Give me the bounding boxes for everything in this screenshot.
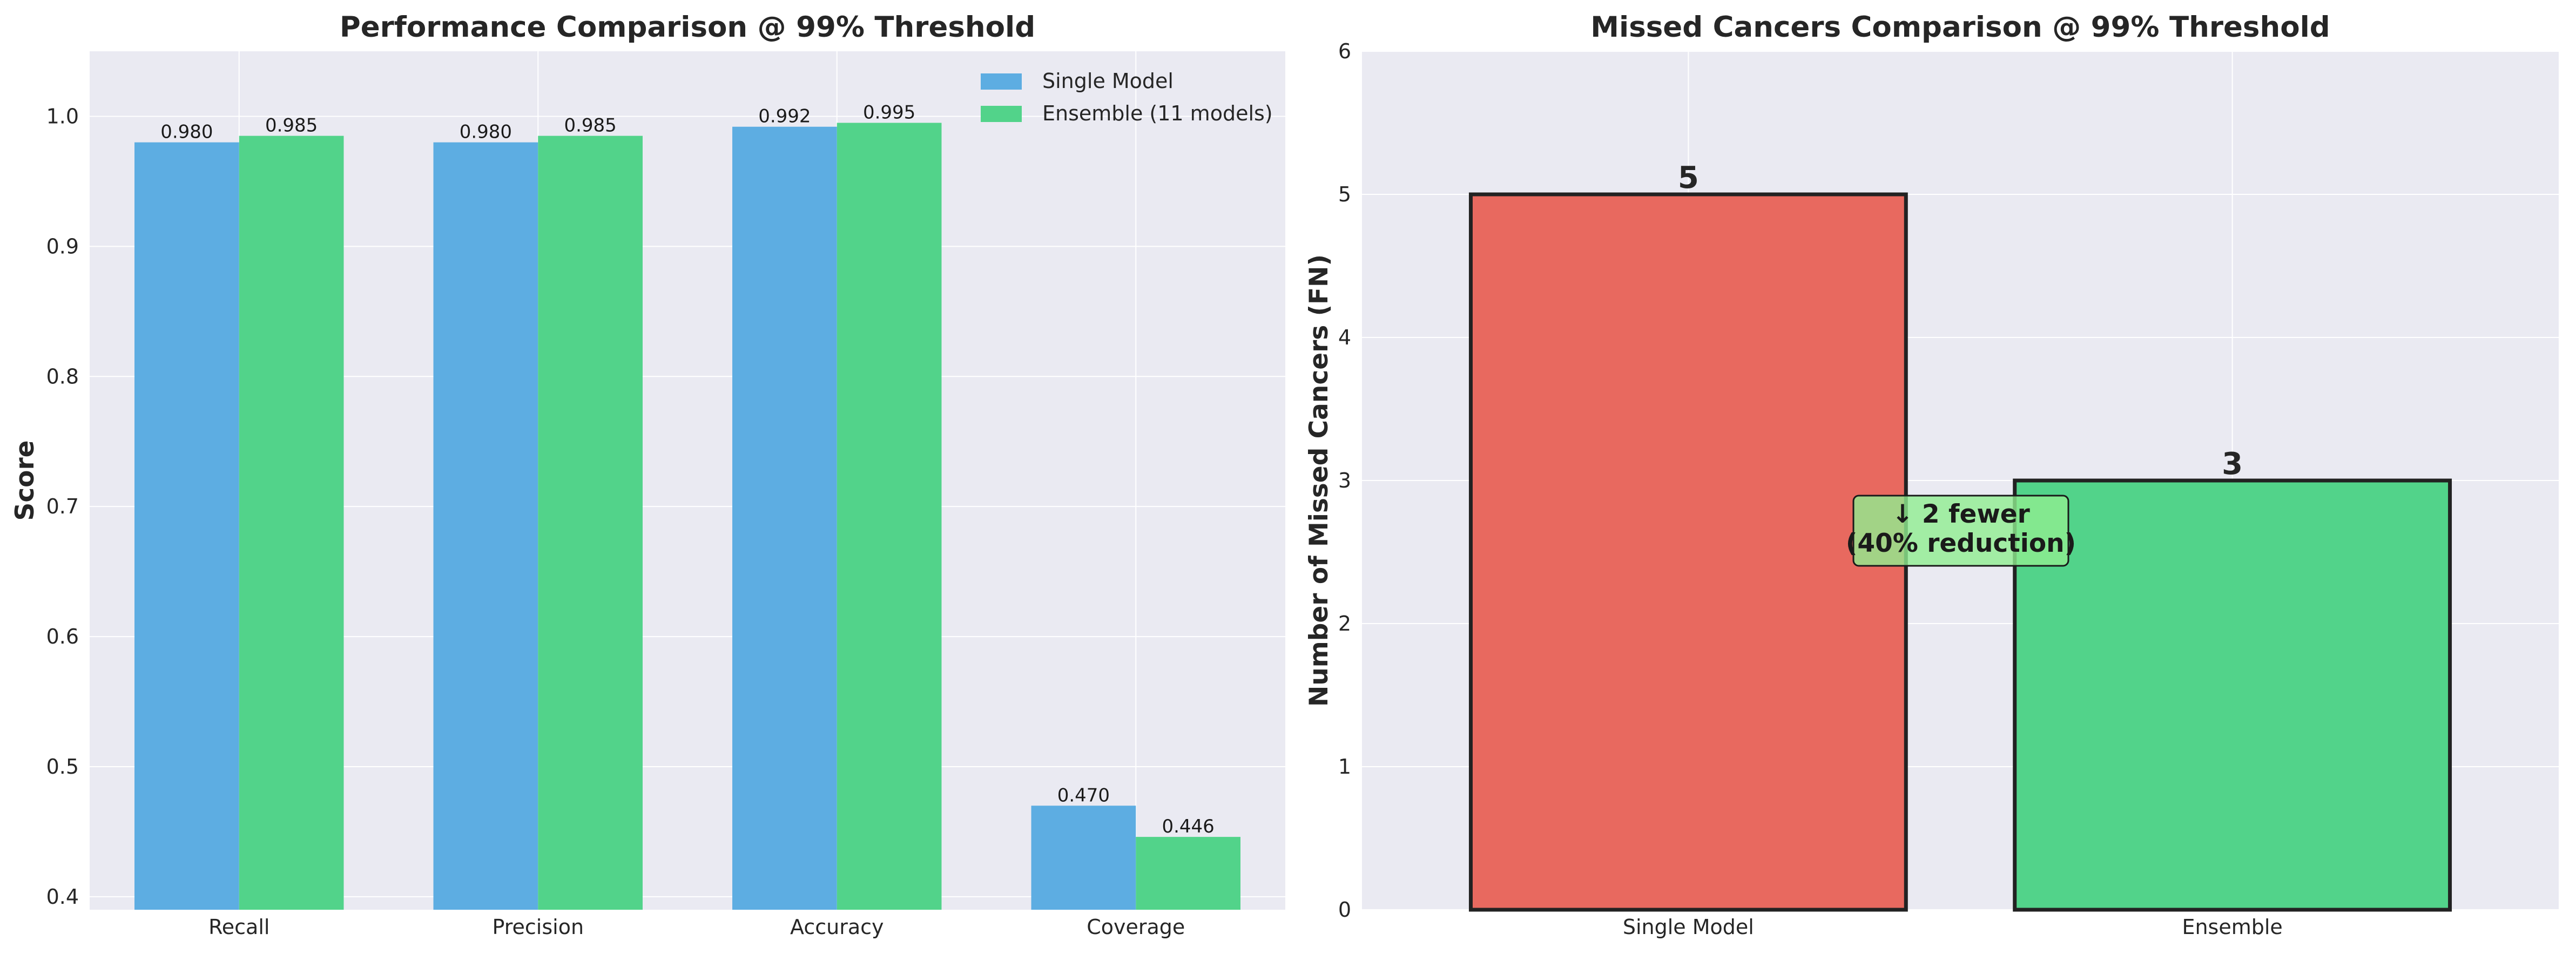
- legend-swatch-ensemble: [981, 106, 1022, 122]
- left-bar-single: [433, 142, 538, 910]
- left-chart-title: Performance Comparison @ 99% Threshold: [340, 11, 1035, 44]
- left-bar-value-label: 0.980: [460, 121, 512, 143]
- left-bar-value-label: 0.980: [160, 121, 213, 143]
- right-y-tick-label: 1: [1338, 755, 1351, 779]
- left-bar-value-label: 0.985: [265, 115, 318, 137]
- left-x-ticks: Recall Precision Accuracy Coverage: [208, 915, 1185, 939]
- left-y-tick-label: 1.0: [46, 104, 79, 128]
- legend-label-ensemble: Ensemble (11 models): [1042, 102, 1273, 125]
- legend-label-single: Single Model: [1042, 69, 1174, 93]
- right-y-tick-label: 5: [1338, 182, 1351, 206]
- left-x-tick-label: Recall: [208, 915, 269, 939]
- left-bars: 0.980 0.980 0.992 0.470 0.985 0.985 0.995 0.446: [134, 102, 1240, 910]
- left-y-tick-label: 0.8: [46, 364, 79, 388]
- left-bar-ensemble: [239, 136, 344, 910]
- left-y-axis-label: Score: [10, 440, 40, 520]
- right-y-tick-label: 4: [1338, 326, 1351, 349]
- right-bar-ensemble: [2013, 478, 2452, 912]
- right-y-tick-label: 2: [1338, 612, 1351, 635]
- left-y-tick-label: 0.9: [46, 234, 79, 258]
- right-y-tick-label: 0: [1338, 898, 1351, 922]
- left-x-tick-label: Accuracy: [790, 915, 884, 939]
- left-bar-value-label: 0.995: [863, 102, 915, 124]
- right-bar-value-label: 3: [2222, 446, 2243, 482]
- left-bar-value-label: 0.470: [1057, 784, 1110, 806]
- right-chart-title: Missed Cancers Comparison @ 99% Threshol…: [1590, 11, 2330, 44]
- left-y-tick-label: 0.5: [46, 755, 79, 779]
- left-y-tick-label: 0.7: [46, 495, 79, 518]
- left-y-tick-label: 0.6: [46, 625, 79, 648]
- annotation-box: [1852, 495, 2069, 567]
- legend: Single Model Ensemble (11 models): [981, 69, 1273, 125]
- right-bars: 53: [1468, 160, 2452, 912]
- left-chart: 0.980 0.980 0.992 0.470 0.985 0.985 0.995 0.446…: [10, 11, 1285, 939]
- left-bar-ensemble: [1136, 837, 1240, 910]
- left-bar-value-label: 0.446: [1162, 816, 1214, 837]
- right-x-tick-label: Single Model: [1623, 915, 1754, 939]
- right-y-ticks: 0 1 2 3 4 5 6: [1338, 39, 1351, 922]
- annotation-line-1: ↓ 2 fewer: [1892, 499, 2030, 529]
- left-y-tick-label: 0.4: [46, 885, 79, 909]
- left-x-tick-label: Coverage: [1087, 915, 1185, 939]
- right-y-tick-label: 6: [1338, 39, 1351, 63]
- right-x-tick-label: Ensemble: [2182, 915, 2282, 939]
- left-bar-single: [134, 142, 239, 910]
- reduction-annotation: ↓ 2 fewer (40% reduction): [1846, 495, 2076, 567]
- left-bar-ensemble: [837, 123, 942, 910]
- left-bar-single: [1031, 806, 1136, 910]
- left-bar-value-label: 0.985: [564, 115, 616, 137]
- left-bar-single: [732, 126, 837, 910]
- legend-swatch-single: [981, 73, 1022, 90]
- left-bar-ensemble: [538, 136, 643, 910]
- right-y-tick-label: 3: [1338, 469, 1351, 492]
- left-y-ticks: 0.4 0.5 0.6 0.7 0.8 0.9 1.0: [46, 104, 79, 908]
- right-y-axis-label: Number of Missed Cancers (FN): [1304, 254, 1334, 707]
- right-x-ticks: Single Model Ensemble: [1623, 915, 2283, 939]
- annotation-line-2: (40% reduction): [1846, 529, 2076, 558]
- left-bar-value-label: 0.992: [758, 106, 811, 127]
- right-bar-value-label: 5: [1678, 160, 1699, 195]
- left-x-tick-label: Precision: [492, 915, 584, 939]
- right-bar-single-model: [1468, 192, 1908, 912]
